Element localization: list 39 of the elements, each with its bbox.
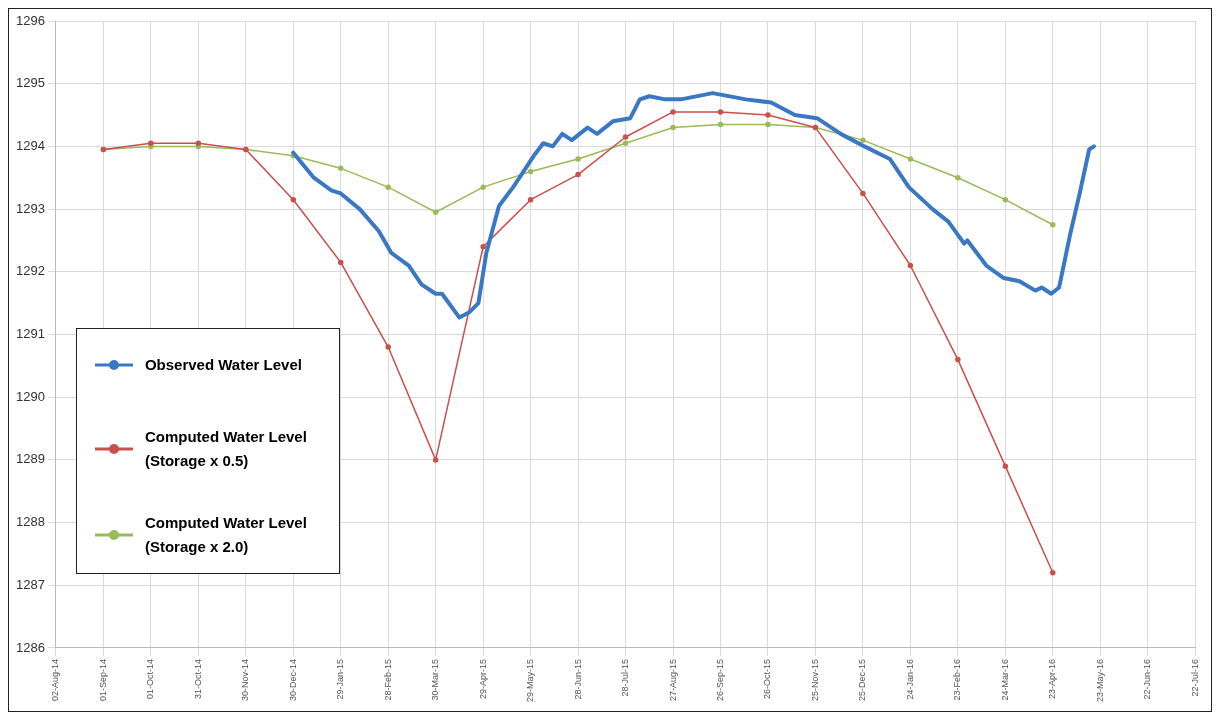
- y-tick-label: 1293: [16, 200, 45, 216]
- x-tick-label: 24-Mar-16: [999, 658, 1010, 701]
- x-tick-label: 02-Aug-14: [50, 658, 61, 702]
- x-tick-label: 22-Jul-16: [1189, 658, 1200, 697]
- y-tick-label: 1286: [16, 639, 45, 655]
- x-tick-label: 29-Apr-15: [477, 658, 488, 700]
- x-tick-label: 28-Feb-15: [382, 658, 393, 701]
- legend-label: Observed Water Level: [144, 354, 302, 375]
- x-tick-label: 22-Jun-16: [1142, 658, 1153, 700]
- x-tick-label: 25-Nov-15: [809, 658, 820, 702]
- x-tick-label: 30-Nov-14: [240, 658, 251, 702]
- x-tick-label: 23-May-16: [1094, 658, 1105, 703]
- x-tick-label: 30-Mar-15: [430, 658, 441, 701]
- y-tick-label: 1296: [16, 12, 45, 28]
- x-tick-label: 27-Aug-15: [667, 658, 678, 702]
- y-tick-label: 1290: [16, 388, 45, 404]
- x-tick-label: 01-Oct-14: [145, 658, 156, 700]
- y-tick-label: 1295: [16, 75, 45, 91]
- y-tick-label: 1287: [16, 576, 45, 592]
- x-tick-label: 26-Oct-15: [762, 658, 773, 700]
- x-tick-label: 28-Jul-15: [620, 658, 631, 697]
- x-tick-label: 24-Jan-16: [904, 658, 915, 700]
- x-tick-label: 25-Dec-15: [857, 658, 868, 702]
- x-tick-label: 01-Sep-14: [97, 658, 108, 702]
- x-tick-label: 30-Dec-14: [287, 658, 298, 702]
- y-tick-label: 1292: [16, 263, 45, 279]
- x-tick-label: 26-Sep-15: [714, 658, 725, 702]
- legend-label: Computed Water Level (Storage x 2.0): [144, 512, 307, 557]
- x-tick-label: 23-Apr-16: [1047, 658, 1058, 700]
- y-tick-label: 1289: [16, 451, 45, 467]
- x-tick-label: 29-May-15: [525, 658, 536, 703]
- y-tick-label: 1291: [16, 326, 45, 342]
- x-tick-label: 29-Jan-15: [335, 658, 346, 700]
- x-tick-label: 23-Feb-16: [952, 658, 963, 701]
- y-tick-label: 1294: [16, 137, 45, 153]
- x-tick-label: 28-Jun-15: [572, 658, 583, 700]
- x-tick-label: 31-Oct-14: [192, 658, 203, 700]
- y-tick-label: 1288: [16, 514, 45, 530]
- legend-label: Computed Water Level (Storage x 0.5): [144, 426, 307, 471]
